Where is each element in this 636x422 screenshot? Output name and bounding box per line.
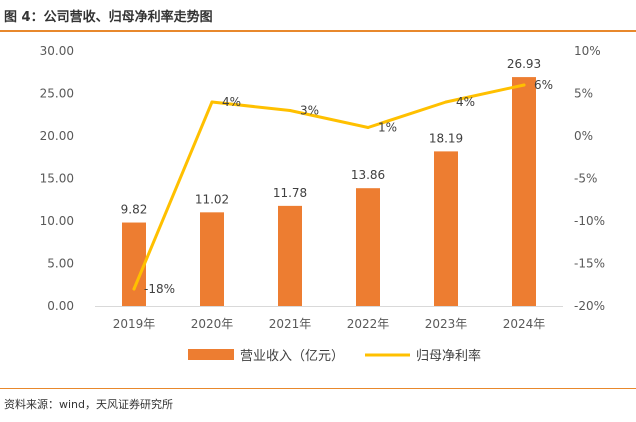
net-margin-data-label: 6% [534, 78, 553, 92]
revenue-data-label: 18.19 [429, 131, 463, 145]
left-axis-tick-label: 30.00 [40, 44, 74, 58]
category-tick-label: 2019年 [113, 317, 156, 331]
combo-chart: 0.00 5.00 10.00 15.00 20.00 25.00 30.00 -20% -15… [40, 44, 605, 364]
net-margin-point [522, 83, 526, 87]
right-axis-tick-label: 0% [574, 129, 593, 143]
net-margin-data-label: 4% [456, 95, 475, 109]
revenue-bar [512, 77, 536, 306]
category-tick-label: 2021年 [269, 317, 312, 331]
net-margin-line [132, 83, 526, 291]
title-divider [0, 30, 636, 32]
right-axis-tick-label: -15% [574, 257, 605, 271]
left-axis-tick-label: 25.00 [40, 87, 74, 101]
left-axis-tick-label: 5.00 [47, 257, 74, 271]
figure-title: 图 4：公司营收、归母净利率走势图 [4, 10, 213, 25]
category-tick-label: 2022年 [347, 317, 390, 331]
left-axis-tick-label: 0.00 [47, 299, 74, 313]
revenue-bar [122, 222, 146, 306]
revenue-data-label: 11.02 [195, 192, 229, 206]
revenue-data-label: 13.86 [351, 168, 385, 182]
right-axis-tick-label: -5% [574, 172, 597, 186]
legend-revenue-label: 营业收入（亿元） [240, 349, 344, 364]
bottom-divider [0, 388, 636, 389]
legend-net-margin-label: 归母净利率 [416, 348, 481, 364]
revenue-data-label: 26.93 [507, 57, 541, 71]
net-margin-point [444, 100, 448, 104]
net-margin-data-label: -18% [144, 282, 175, 296]
source-note: 资料来源：wind，天风证券研究所 [4, 398, 174, 411]
net-margin-point [132, 287, 136, 291]
net-margin-point [288, 109, 292, 112]
left-axis-tick-label: 20.00 [40, 129, 74, 143]
net-margin-data-label: 4% [222, 95, 241, 109]
net-margin-data-label: 1% [378, 121, 397, 135]
revenue-bar [200, 212, 224, 306]
left-axis-tick-label: 10.00 [40, 214, 74, 228]
revenue-data-label: 11.78 [273, 186, 307, 200]
left-axis-tick-label: 15.00 [40, 172, 74, 186]
revenue-bar [278, 205, 302, 306]
category-tick-label: 2020年 [191, 317, 234, 331]
legend-revenue-swatch [188, 349, 234, 360]
category-tick-label: 2024年 [503, 317, 546, 331]
right-axis-tick-label: -10% [574, 214, 605, 228]
revenue-data-label: 9.82 [121, 203, 148, 217]
net-margin-point [366, 126, 370, 129]
right-axis-tick-label: 10% [574, 44, 601, 58]
revenue-bar [434, 151, 458, 306]
category-tick-label: 2023年 [425, 317, 468, 331]
right-axis-tick-label: -20% [574, 299, 605, 313]
right-axis-tick-label: 5% [574, 87, 593, 101]
net-margin-data-label: 3% [300, 104, 319, 118]
revenue-bar [356, 188, 380, 306]
net-margin-point [210, 100, 214, 104]
